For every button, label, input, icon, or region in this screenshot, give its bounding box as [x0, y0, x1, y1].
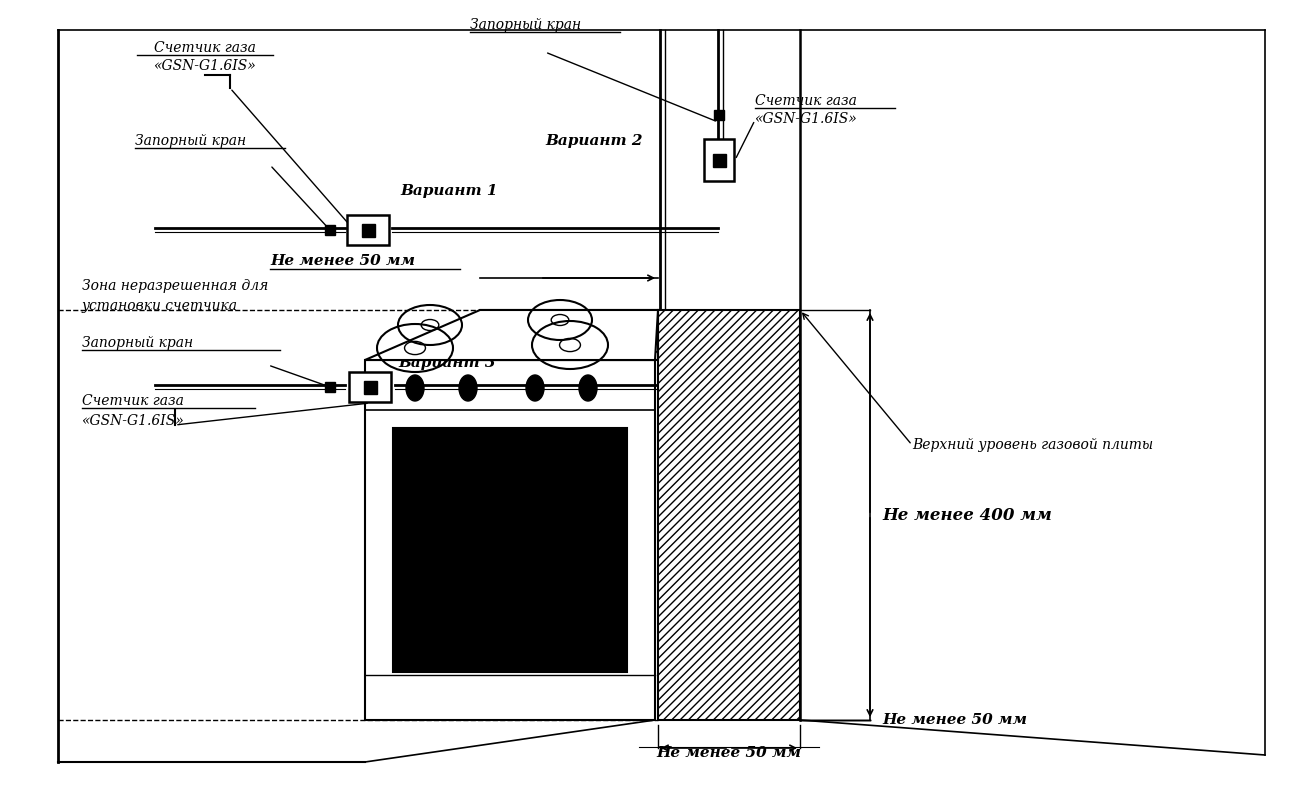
Text: Запорный кран: Запорный кран: [81, 336, 193, 350]
Bar: [481, 310, 658, 360]
Text: Вариант 2: Вариант 2: [545, 134, 642, 148]
Text: Не менее 400 мм: Не менее 400 мм: [882, 507, 1052, 524]
Text: Не менее 50 мм: Не менее 50 мм: [270, 254, 415, 268]
Text: Запорный кран: Запорный кран: [134, 134, 245, 148]
Polygon shape: [366, 310, 658, 360]
Text: «GSN-G1.6IS»: «GSN-G1.6IS»: [755, 112, 858, 126]
Bar: [362, 224, 375, 237]
Bar: [393, 428, 627, 672]
Text: Верхний уровень газовой плиты: Верхний уровень газовой плиты: [912, 438, 1154, 452]
Text: Не менее 50 мм: Не менее 50 мм: [656, 746, 801, 760]
Bar: [712, 153, 726, 167]
Ellipse shape: [459, 375, 477, 401]
Text: Зона неразрешенная для: Зона неразрешенная для: [81, 279, 269, 293]
Text: «GSN-G1.6IS»: «GSN-G1.6IS»: [154, 59, 256, 73]
Text: Счетчик газа: Счетчик газа: [154, 41, 256, 55]
Text: Счетчик газа: Счетчик газа: [755, 94, 857, 108]
Text: Не менее 50 мм: Не менее 50 мм: [882, 713, 1027, 727]
Bar: [658, 310, 800, 720]
Bar: [704, 139, 734, 181]
Text: Запорный кран: Запорный кран: [470, 18, 581, 32]
Ellipse shape: [406, 375, 424, 401]
Text: установки счетчика: установки счетчика: [81, 299, 238, 313]
Text: Счетчик газа: Счетчик газа: [81, 394, 183, 408]
Text: Вариант 3: Вариант 3: [398, 356, 496, 370]
Ellipse shape: [526, 375, 544, 401]
Ellipse shape: [579, 375, 597, 401]
Text: «GSN-G1.6IS»: «GSN-G1.6IS»: [81, 414, 185, 428]
Bar: [363, 380, 376, 394]
Bar: [348, 215, 389, 245]
Bar: [349, 372, 391, 402]
Text: Вариант 1: Вариант 1: [401, 184, 497, 198]
Bar: [366, 360, 655, 720]
